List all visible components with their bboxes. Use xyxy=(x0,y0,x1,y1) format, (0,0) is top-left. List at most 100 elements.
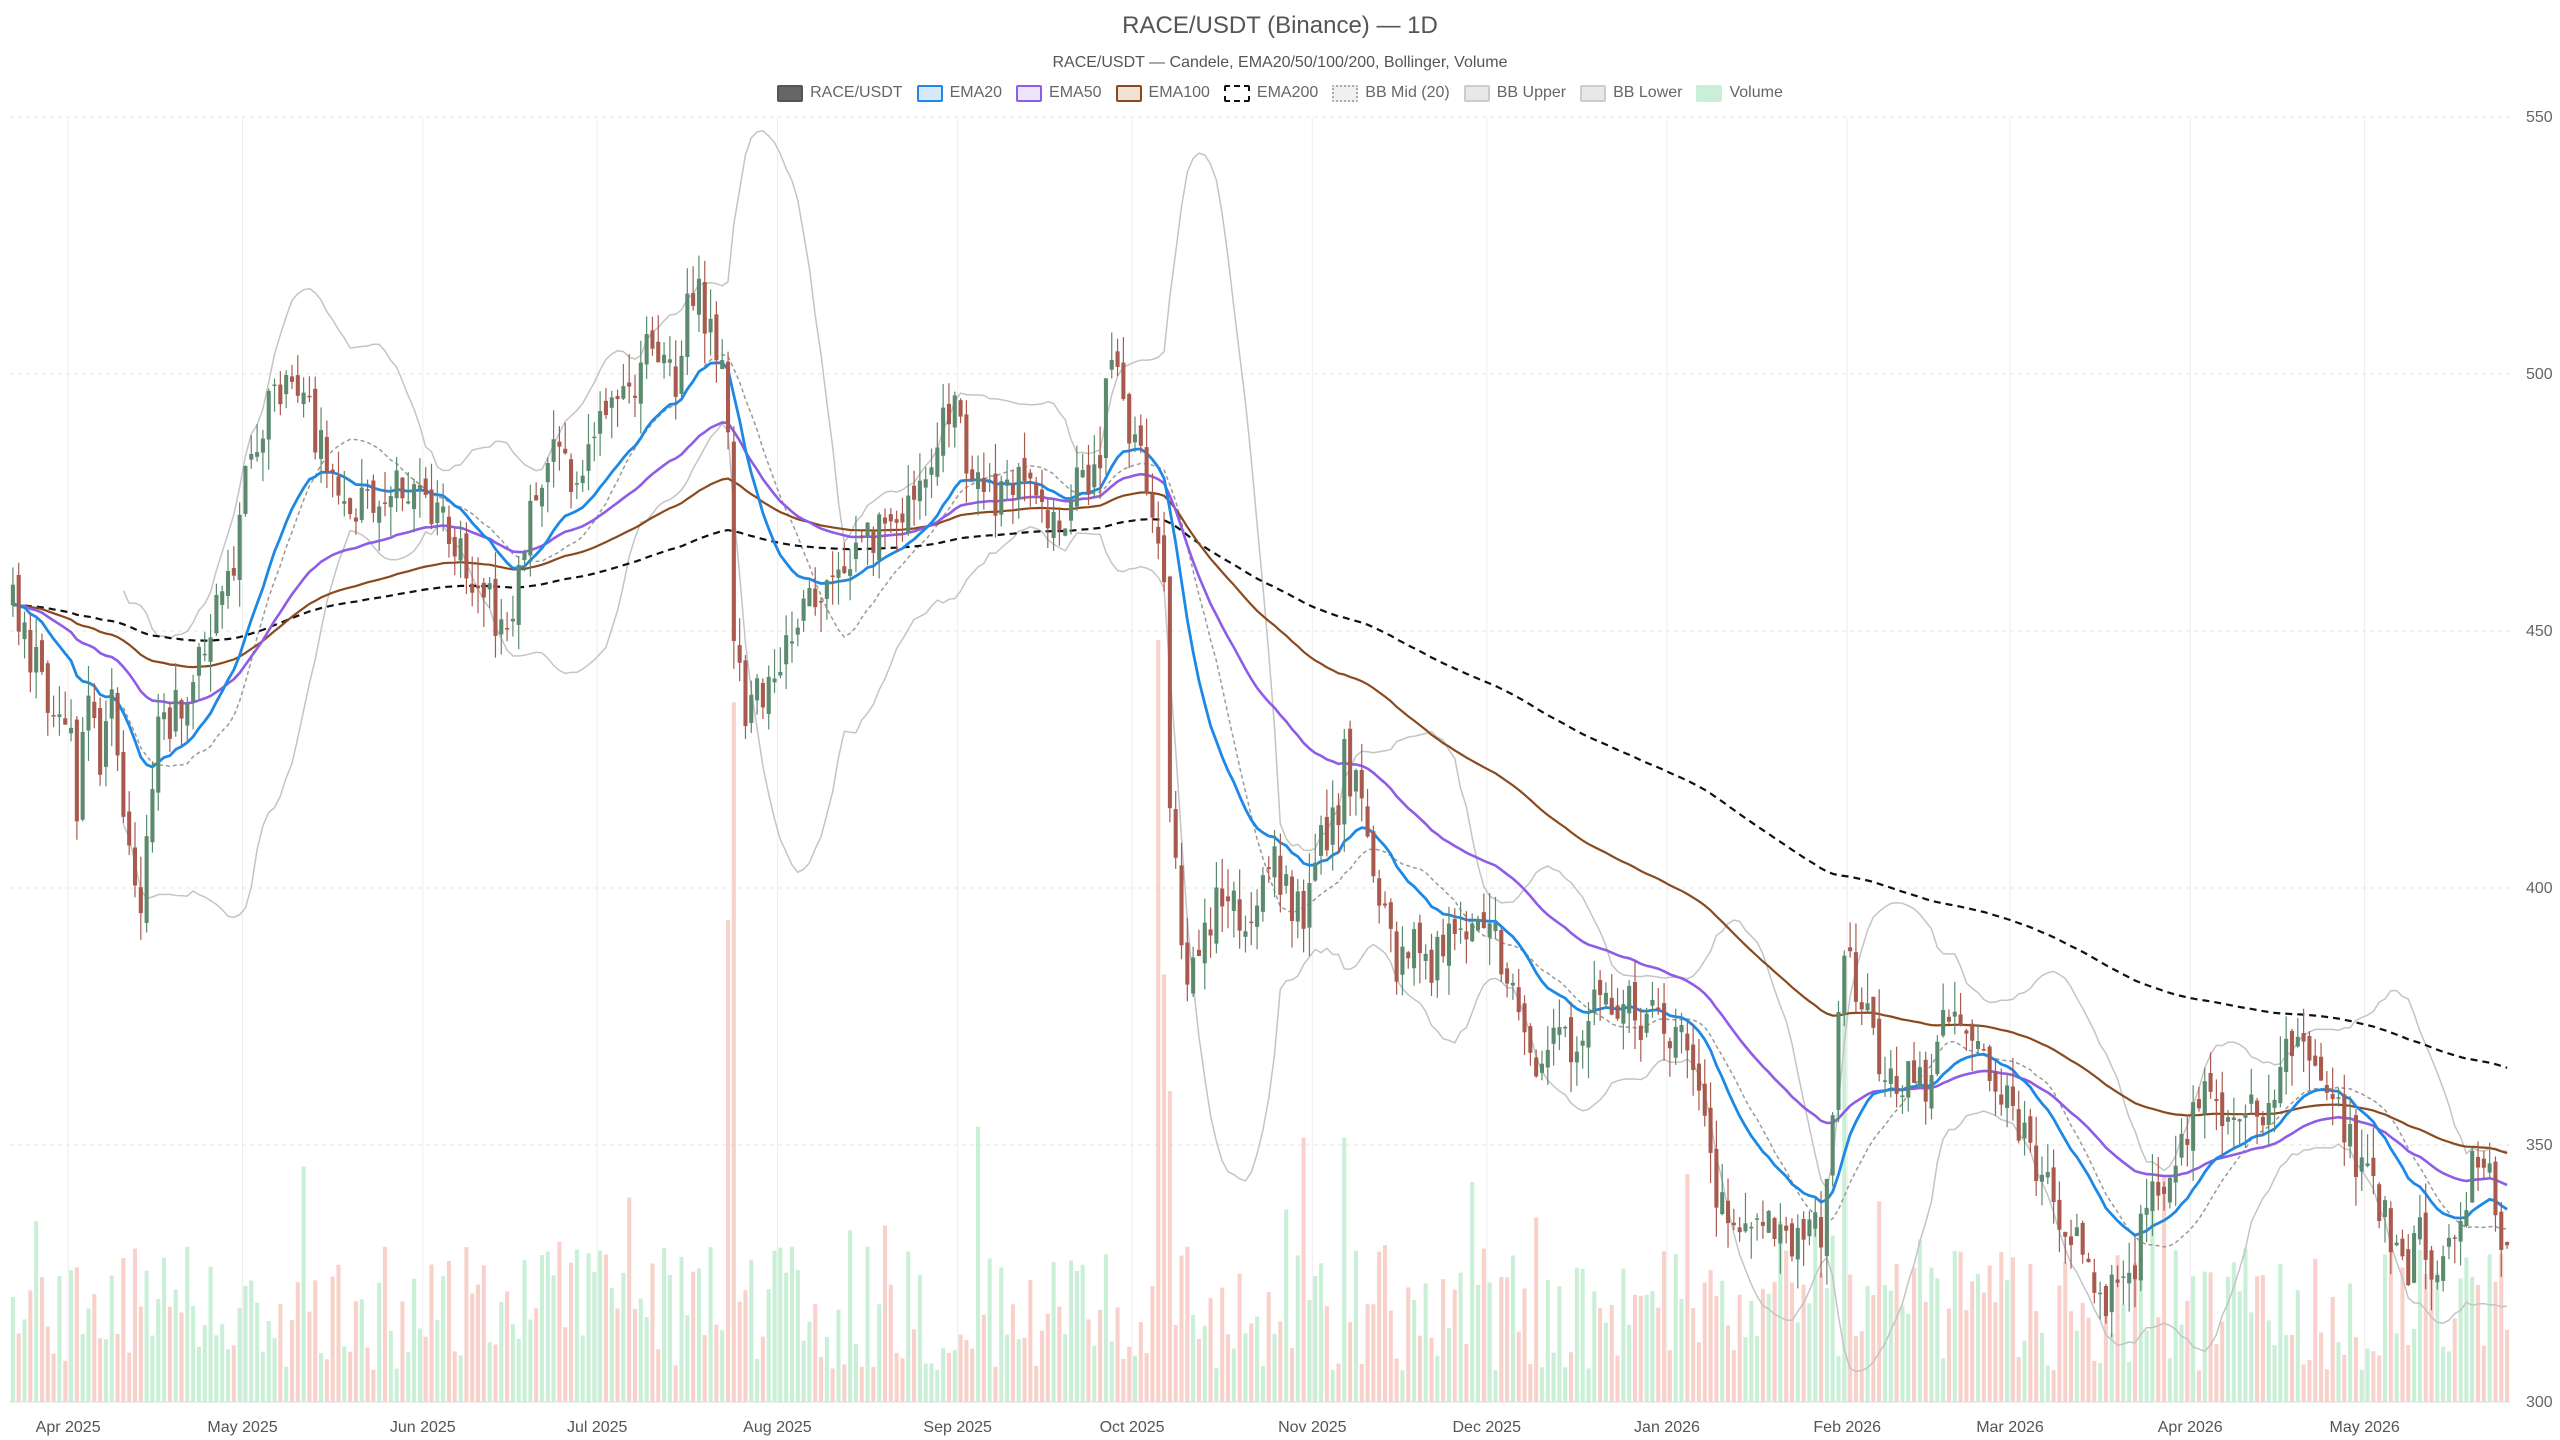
candle-body xyxy=(1836,1011,1841,1110)
candle xyxy=(34,618,39,699)
candle-body xyxy=(2301,1033,2306,1042)
candle-body xyxy=(1063,528,1068,536)
candle-body xyxy=(1371,831,1376,877)
legend-item[interactable]: RACE/USDT xyxy=(777,84,903,102)
candle-body xyxy=(1243,931,1248,937)
x-tick-label: Oct 2025 xyxy=(1100,1419,1165,1436)
legend-item[interactable]: EMA100 xyxy=(1115,84,1210,102)
volume-bar xyxy=(2144,1330,2149,1402)
candle-body xyxy=(1807,1219,1812,1237)
candle-body xyxy=(720,360,725,370)
x-tick-label: Dec 2025 xyxy=(1452,1419,1521,1436)
candle-body xyxy=(569,459,574,492)
volume-bar xyxy=(2179,1324,2184,1402)
volume-bar xyxy=(702,1335,707,1402)
legend-item[interactable]: EMA20 xyxy=(916,84,1002,102)
candle-body xyxy=(2406,1249,2411,1286)
candle xyxy=(1842,950,1847,1027)
candle xyxy=(121,730,126,824)
volume-bar xyxy=(255,1302,260,1402)
candle-body xyxy=(2162,1186,2167,1194)
candle xyxy=(1417,914,1422,984)
volume-bar xyxy=(1173,1324,1178,1402)
volume-bar xyxy=(627,1197,632,1402)
candle xyxy=(2022,1100,2027,1156)
candle xyxy=(2243,1104,2248,1148)
volume-bar xyxy=(696,1268,701,1402)
candle-body xyxy=(1848,947,1853,952)
candle xyxy=(946,383,951,448)
volume-bar xyxy=(2069,1311,2074,1402)
candle-body xyxy=(115,693,120,756)
candle-body xyxy=(319,430,324,459)
volume-bar xyxy=(1778,1221,1783,1402)
candle-body xyxy=(1952,1011,1957,1017)
candle xyxy=(1092,435,1097,499)
candle-body xyxy=(1069,500,1074,521)
volume-bar xyxy=(2324,1369,2329,1402)
bb-lower-line xyxy=(122,422,2508,1372)
candle-body xyxy=(1958,1014,1963,1026)
candle xyxy=(2423,1183,2428,1290)
volume-bar xyxy=(412,1278,417,1402)
candles xyxy=(10,255,2510,1338)
volume-bar xyxy=(789,1246,795,1402)
volume-bar xyxy=(2452,1318,2457,1402)
candle-body xyxy=(202,653,207,656)
candle-body xyxy=(1098,455,1103,469)
candle xyxy=(2074,1213,2079,1237)
candle xyxy=(1109,332,1114,379)
candle-body xyxy=(2196,1099,2201,1109)
candle-body xyxy=(1382,903,1388,906)
volume-bar xyxy=(2016,1357,2021,1402)
volume-bar xyxy=(1103,1254,1108,1402)
legend-item[interactable]: BB Upper xyxy=(1463,84,1566,102)
candle-body xyxy=(1417,922,1422,954)
candle xyxy=(1789,1218,1795,1262)
legend-item[interactable]: EMA200 xyxy=(1223,84,1318,102)
candle-body xyxy=(1987,1046,1992,1081)
candle-body xyxy=(574,483,579,485)
candle-body xyxy=(1202,922,1207,964)
candle xyxy=(731,426,736,669)
candle xyxy=(609,390,614,439)
legend-item[interactable]: BB Mid (20) xyxy=(1332,84,1450,102)
candle xyxy=(1882,1056,1888,1098)
grid xyxy=(10,116,2510,1403)
legend-item[interactable]: Volume xyxy=(1696,84,1783,102)
candle-body xyxy=(1336,805,1341,826)
candle-body xyxy=(1074,467,1079,507)
candle xyxy=(859,530,864,543)
candle-body xyxy=(179,700,184,719)
candle xyxy=(1545,1026,1550,1085)
candle xyxy=(1691,1024,1696,1096)
candle-body xyxy=(725,361,731,433)
candle-body xyxy=(557,441,562,447)
candle-body xyxy=(760,682,765,708)
volume-bar xyxy=(859,1366,864,1402)
volume-bar xyxy=(2220,1321,2225,1402)
candle-body xyxy=(10,584,15,606)
candle xyxy=(2278,1036,2283,1108)
volume-bar xyxy=(1656,1307,1661,1402)
volume-bar xyxy=(2429,1272,2434,1402)
candle xyxy=(388,486,393,537)
legend-item[interactable]: EMA50 xyxy=(1016,84,1102,102)
candle xyxy=(2092,1258,2097,1304)
candle xyxy=(1662,983,1667,1061)
candle xyxy=(1923,1051,1928,1125)
legend-item[interactable]: BB Lower xyxy=(1580,84,1682,102)
candle-body xyxy=(551,439,556,462)
volume-bar xyxy=(1470,1181,1475,1402)
volume-bar xyxy=(313,1280,318,1402)
candle-body xyxy=(2214,1099,2219,1102)
candle xyxy=(1481,893,1486,929)
candle-body xyxy=(1231,890,1236,911)
volume-bar xyxy=(1377,1251,1382,1402)
candle xyxy=(888,508,893,534)
candle xyxy=(743,655,748,739)
volume-bar xyxy=(1330,1369,1335,1402)
candle xyxy=(1592,960,1597,1026)
candle xyxy=(2185,1116,2190,1167)
volume-bar xyxy=(1970,1281,1975,1402)
